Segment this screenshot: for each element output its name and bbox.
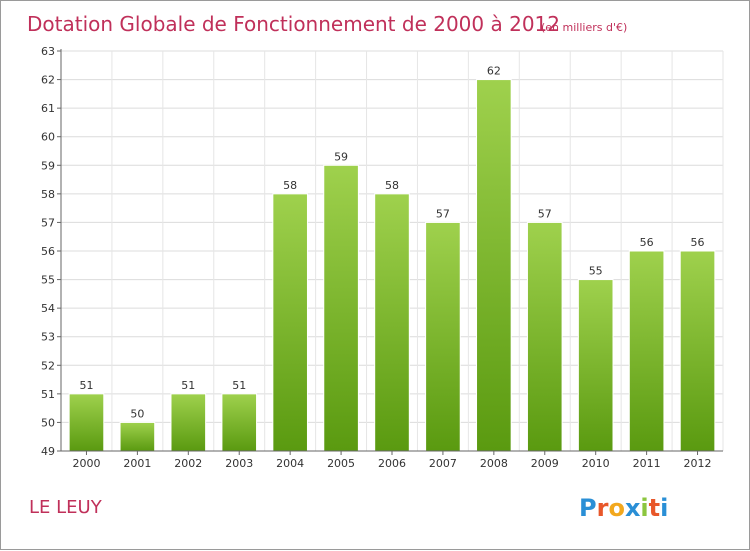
data-label-2009: 57	[538, 207, 552, 220]
grid-layer	[60, 50, 724, 452]
x-tick-label-2009: 2009	[531, 457, 559, 470]
data-label-2005: 59	[334, 150, 348, 163]
data-label-2000: 51	[79, 379, 93, 392]
x-tick-label-2001: 2001	[123, 457, 151, 470]
bar-2002	[170, 393, 207, 452]
x-tick-label-2005: 2005	[327, 457, 355, 470]
chart-subtitle: (en milliers d'€)	[541, 21, 627, 34]
x-tick-label-2006: 2006	[378, 457, 406, 470]
x-tick-label-2011: 2011	[633, 457, 661, 470]
logo-letter: o	[608, 494, 625, 522]
bar-2009	[526, 221, 563, 452]
y-tick-label: 60	[41, 131, 55, 144]
y-tick-label: 62	[41, 74, 55, 87]
data-label-2002: 51	[181, 379, 195, 392]
proxiti-logo: Proxiti	[579, 494, 668, 522]
bar-2012	[679, 250, 716, 452]
data-label-2006: 58	[385, 179, 399, 192]
x-tick-label-2012: 2012	[684, 457, 712, 470]
x-tick-label-2000: 2000	[72, 457, 100, 470]
y-tick-label: 52	[41, 359, 55, 372]
y-tick-label: 59	[41, 159, 55, 172]
data-label-2012: 56	[691, 236, 705, 249]
y-tick-label: 55	[41, 274, 55, 287]
axis-layer: 49 50 51 52 53 54 55 56 57 58 59 60 61 62 63 2000 2001 20…	[41, 45, 723, 470]
y-tick-label: 56	[41, 245, 55, 258]
bar-2004	[272, 193, 308, 452]
bar-2008	[476, 79, 512, 452]
data-label-2010: 55	[589, 265, 603, 278]
x-tick-label-2003: 2003	[225, 457, 253, 470]
y-tick-label: 63	[41, 45, 55, 58]
data-label-2011: 56	[640, 236, 654, 249]
logo-letter: r	[597, 494, 609, 522]
data-label-2004: 58	[283, 179, 297, 192]
data-label-2003: 51	[232, 379, 246, 392]
y-tick-label: 58	[41, 188, 55, 201]
chart-title: Dotation Globale de Fonctionnement de 20…	[27, 12, 560, 36]
y-tick-label: 51	[41, 388, 55, 401]
bar-2005	[323, 164, 359, 452]
bar-2001	[119, 421, 156, 452]
x-tick-label-2008: 2008	[480, 457, 508, 470]
y-tick-label: 53	[41, 331, 55, 344]
y-tick-label: 57	[41, 216, 55, 229]
bar-2006	[374, 193, 410, 452]
commune-name: LE LEUY	[29, 497, 103, 518]
bar-2007	[425, 221, 461, 452]
y-tick-label: 49	[41, 445, 55, 458]
y-tick-label: 50	[41, 416, 55, 429]
data-label-2008: 62	[487, 65, 501, 78]
data-label-2007: 57	[436, 207, 450, 220]
x-tick-label-2004: 2004	[276, 457, 304, 470]
logo-letter: t	[649, 494, 660, 522]
bar-2010	[577, 279, 614, 452]
y-tick-label: 61	[41, 102, 55, 115]
data-label-2001: 50	[130, 407, 144, 420]
y-tick-label: 54	[41, 302, 55, 315]
x-tick-label-2002: 2002	[174, 457, 202, 470]
bar-2000	[68, 393, 105, 452]
logo-letter: P	[579, 494, 597, 522]
bars-layer: 51 50 51 51 58 59 58 57 62 57 55 56 56	[68, 65, 716, 452]
bar-2003	[221, 393, 258, 452]
logo-letter: x	[625, 494, 641, 522]
x-tick-label-2007: 2007	[429, 457, 457, 470]
bar-2011	[628, 250, 665, 452]
logo-letter: i	[660, 494, 668, 522]
x-tick-label-2010: 2010	[582, 457, 610, 470]
logo-letter: i	[640, 494, 648, 522]
